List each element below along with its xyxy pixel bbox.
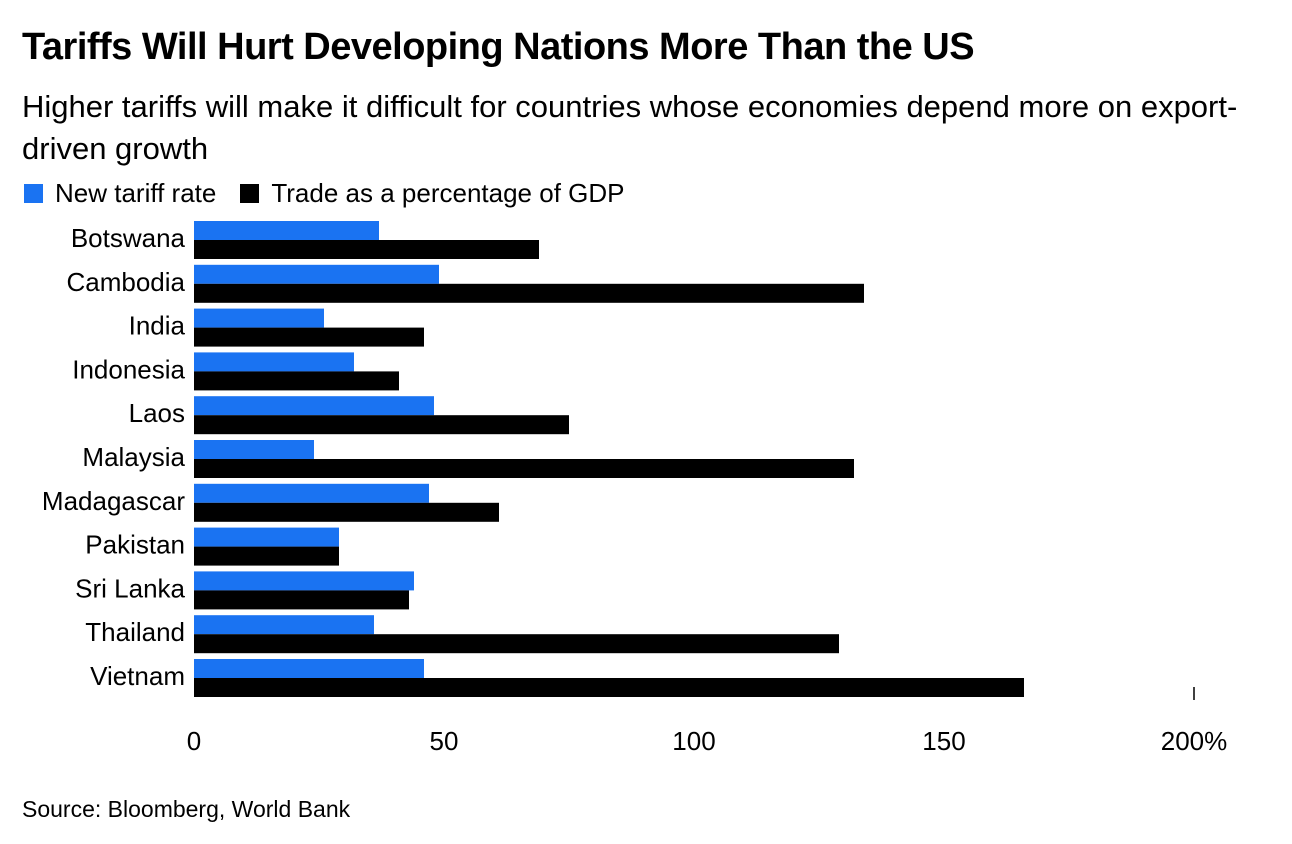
bar-tariff-sri-lanka: [194, 571, 414, 591]
bar-trade-madagascar: [194, 502, 499, 522]
bar-tariff-laos: [194, 396, 434, 416]
bar-tariff-indonesia: [194, 352, 354, 372]
x-tick-label-50: 50: [430, 726, 459, 756]
bar-trade-malaysia: [194, 459, 854, 478]
category-label-malaysia: Malaysia: [82, 442, 185, 472]
legend: New tariff rate Trade as a percentage of…: [24, 178, 648, 209]
bar-tariff-india: [194, 308, 324, 328]
bar-tariff-botswana: [194, 221, 379, 240]
chart-title: Tariffs Will Hurt Developing Nations Mor…: [22, 26, 975, 68]
bar-trade-india: [194, 327, 424, 347]
bar-trade-indonesia: [194, 371, 399, 391]
category-label-indonesia: Indonesia: [72, 354, 185, 384]
bar-chart: Botswana Cambodia India Indonesia Laos Malays…: [42, 221, 1228, 756]
legend-item-tariff: New tariff rate: [24, 178, 216, 209]
legend-label-trade: Trade as a percentage of GDP: [271, 178, 625, 208]
category-label-madagascar: Madagascar: [42, 486, 185, 516]
source-note: Source: Bloomberg, World Bank: [22, 796, 351, 822]
legend-swatch-tariff: [24, 184, 43, 203]
x-tick-label-0: 0: [187, 726, 201, 756]
category-label-india: India: [129, 311, 186, 341]
chart-subtitle: Higher tariffs will make it difficult fo…: [22, 89, 1238, 166]
bar-tariff-malaysia: [194, 440, 314, 459]
bar-trade-sri-lanka: [194, 590, 409, 610]
bar-trade-vietnam: [194, 678, 1024, 697]
bar-trade-pakistan: [194, 546, 339, 566]
bar-tariff-thailand: [194, 615, 374, 635]
legend-item-trade: Trade as a percentage of GDP: [240, 178, 624, 209]
bar-trade-laos: [194, 415, 569, 435]
legend-swatch-trade: [240, 184, 260, 203]
x-tick-label-150: 150: [922, 726, 965, 756]
category-label-sri-lanka: Sri Lanka: [75, 573, 185, 603]
bar-trade-thailand: [194, 634, 839, 654]
category-label-laos: Laos: [129, 398, 185, 428]
category-label-vietnam: Vietnam: [90, 661, 185, 691]
bar-tariff-madagascar: [194, 483, 429, 503]
bar-trade-botswana: [194, 240, 539, 259]
bar-tariff-vietnam: [194, 659, 424, 678]
x-tick-label-200: 200%: [1161, 726, 1228, 756]
bar-trade-cambodia: [194, 283, 864, 303]
category-label-cambodia: Cambodia: [66, 267, 185, 297]
category-label-thailand: Thailand: [85, 617, 185, 647]
legend-label-tariff: New tariff rate: [55, 178, 217, 208]
x-tick-label-100: 100: [672, 726, 715, 756]
bar-tariff-cambodia: [194, 264, 439, 284]
category-label-botswana: Botswana: [71, 223, 186, 253]
bar-tariff-pakistan: [194, 527, 339, 547]
category-label-pakistan: Pakistan: [85, 530, 185, 560]
